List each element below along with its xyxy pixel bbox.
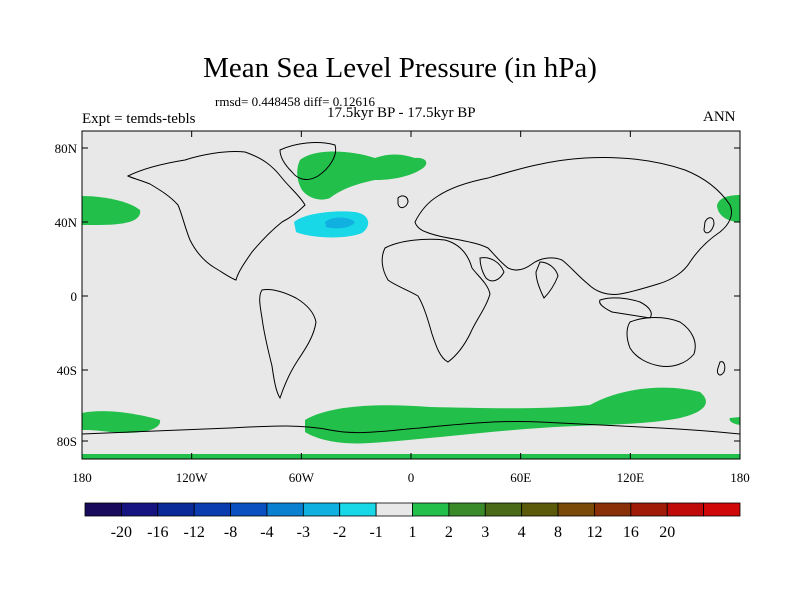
colorbar-label: -20: [111, 524, 132, 541]
colorbar-swatch: [375, 502, 413, 517]
axis-ticks: 80N 40N 0 40S 80S 180 120W 60W 0 60E 120E 180: [55, 131, 750, 485]
colorbar-swatch: [666, 502, 705, 517]
colorbar-labels: -20 -16 -12 -8 -4 -3 -2 -1 1 2 3 4 8 12 16 20: [111, 524, 675, 541]
colorbar-swatch: [193, 502, 231, 517]
coast-india: [535, 261, 559, 299]
colorbar-swatch: [84, 502, 122, 517]
anomaly-east-pacific-positive: [82, 196, 141, 225]
colorbar-label: 4: [518, 524, 526, 541]
colorbar-label: 8: [554, 524, 562, 541]
lon-tick-label: 60W: [289, 470, 315, 485]
lat-tick-label: 40N: [55, 215, 78, 230]
colorbar-swatch: [339, 502, 377, 517]
coast-greenland: [279, 142, 337, 180]
lat-tick-label: 0: [71, 289, 78, 304]
colorbar-swatch: [630, 502, 668, 517]
colorbar-label: -16: [147, 524, 168, 541]
coast-new-zealand: [717, 361, 726, 376]
lon-tick-label: 180: [72, 470, 92, 485]
coast-british-isles: [397, 195, 409, 209]
colorbar-label: 1: [409, 524, 417, 541]
colorbar-label: 2: [445, 524, 453, 541]
map-panel: 80N 40N 0 40S 80S 180 120W 60W 0 60E 120E 180: [55, 130, 750, 485]
colorbar-swatch: [484, 502, 523, 517]
lat-tick-label: 80S: [57, 434, 77, 449]
period-label: 17.5kyr BP - 17.5kyr BP: [327, 105, 476, 121]
colorbar-swatch: [557, 502, 595, 517]
colorbar-swatch: [594, 502, 632, 517]
colorbar-label: 12: [586, 524, 602, 541]
rmsd-diff-stats: rmsd= 0.448458 diff= 0.12616: [215, 94, 375, 109]
colorbar-label: 3: [481, 524, 489, 541]
colorbar-label: -1: [369, 524, 382, 541]
lat-tick-label: 80N: [55, 141, 78, 156]
colorbar-swatch: [266, 502, 304, 517]
colorbar-label: -3: [297, 524, 310, 541]
lon-tick-label: 120W: [176, 470, 209, 485]
colorbar-swatch: [521, 502, 559, 517]
anomaly-atlantic-negative-core: [325, 217, 355, 229]
coast-australia: [626, 317, 696, 367]
lon-tick-label: 180: [730, 470, 750, 485]
anomaly-west-pacific-positive: [717, 195, 740, 222]
lat-tick-label: 40S: [57, 363, 77, 378]
anomaly-north-atlantic-positive: [297, 151, 427, 200]
lon-tick-label: 120E: [617, 470, 645, 485]
colorbar-swatch: [302, 502, 341, 517]
coast-africa: [381, 238, 491, 363]
colorbar-swatch: [412, 502, 450, 517]
colorbar-label: 16: [623, 524, 639, 541]
chart-title: Mean Sea Level Pressure (in hPa): [203, 52, 597, 84]
colorbar-label: -2: [333, 524, 346, 541]
colorbar-swatch: [120, 502, 159, 517]
lon-tick-label: 0: [408, 470, 415, 485]
anomaly-southern-ocean-west-positive: [82, 411, 161, 433]
lon-tick-label: 60E: [510, 470, 531, 485]
coast-south-america: [259, 289, 317, 400]
colorbar: [84, 502, 741, 517]
colorbar-label: 20: [659, 524, 675, 541]
coast-antarctica: [82, 420, 740, 435]
coast-arabia: [479, 257, 505, 282]
coast-north-america: [126, 151, 306, 281]
coastlines: [82, 142, 740, 435]
coast-japan: [703, 217, 715, 234]
colorbar-label: -4: [260, 524, 273, 541]
season-label: ANN: [703, 109, 736, 125]
coast-eurasia: [414, 157, 733, 295]
colorbar-swatch: [703, 502, 741, 517]
colorbar-label: -12: [184, 524, 205, 541]
colorbar-swatch: [448, 502, 486, 517]
colorbar-swatch: [230, 502, 268, 517]
anomaly-southern-ocean-east-positive: [729, 417, 740, 425]
experiment-label: Expt = temds-tebls: [82, 111, 196, 127]
colorbar-swatch: [157, 502, 195, 517]
colorbar-label: -8: [224, 524, 237, 541]
